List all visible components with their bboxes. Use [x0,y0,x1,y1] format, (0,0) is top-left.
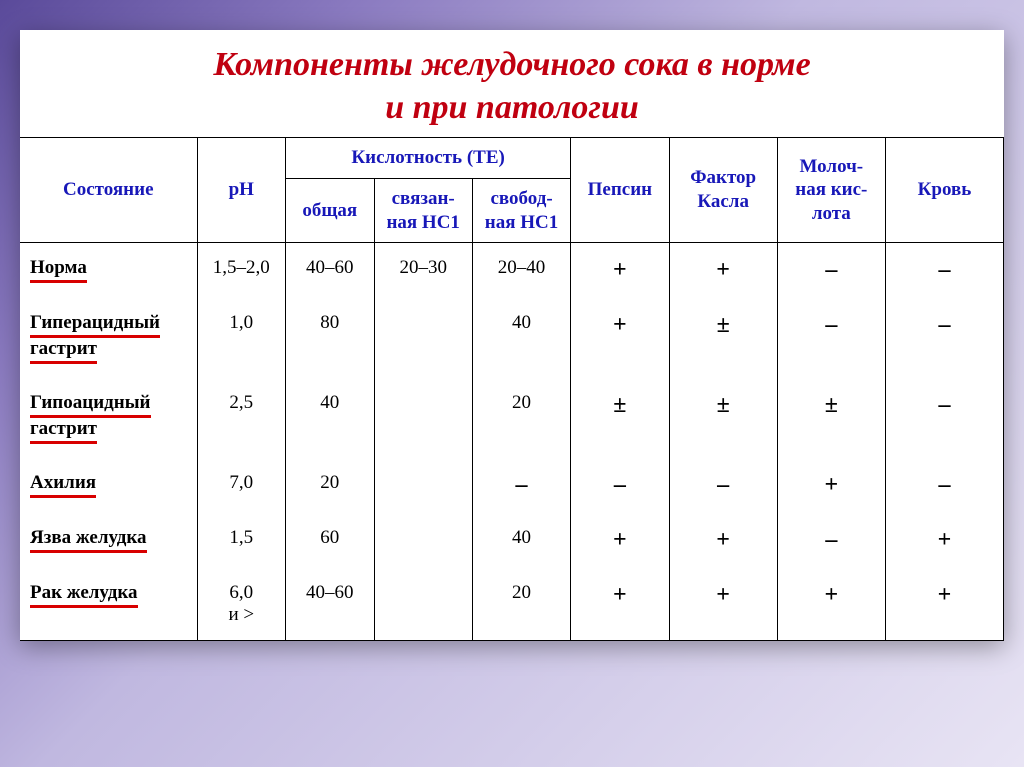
cell-bound: 20–30 [374,243,472,299]
col-state: Состояние [20,138,197,243]
cell-bound [374,298,472,378]
cell-free: 20–40 [472,243,570,299]
data-table: Состояние pH Кислотность (ТЕ) Пепсин Фак… [20,137,1004,641]
state-text: Рак желудка [30,582,138,608]
state-text: гастрит [30,418,97,444]
col-castle: ФакторКасла [669,138,777,243]
cell-castle: + [669,513,777,568]
cell-pepsin: + [571,243,669,299]
cell-blood: + [885,513,1003,568]
cell-bound [374,513,472,568]
cell-bound [374,378,472,458]
cell-pepsin: + [571,513,669,568]
table-row: Норма1,5–2,040–6020–3020–40++–– [20,243,1004,299]
col-acidity-free: свобод-ная HC1 [472,178,570,243]
state-text: Гиперацидный [30,312,160,338]
cell-castle: + [669,568,777,641]
cell-bound [374,458,472,513]
state-text: Норма [30,257,87,283]
cell-total: 40 [286,378,375,458]
cell-lactic: – [777,513,885,568]
cell-blood: – [885,298,1003,378]
table-row: Гипоацидныйгастрит2,54020±±±– [20,378,1004,458]
col-acidity: Кислотность (ТЕ) [286,138,571,179]
cell-lactic: + [777,568,885,641]
cell-lactic: – [777,243,885,299]
cell-free: 20 [472,568,570,641]
table-row: Рак желудка6,0и >40–6020++++ [20,568,1004,641]
cell-ph: 6,0и > [197,568,286,641]
cell-ph: 2,5 [197,378,286,458]
cell-blood: + [885,568,1003,641]
cell-blood: – [885,243,1003,299]
cell-blood: – [885,378,1003,458]
state-text: гастрит [30,338,97,364]
col-pepsin: Пепсин [571,138,669,243]
cell-blood: – [885,458,1003,513]
cell-lactic: + [777,458,885,513]
table-row: Язва желудка1,56040++–+ [20,513,1004,568]
cell-castle: ± [669,378,777,458]
state-text: Язва желудка [30,527,147,553]
cell-ph: 7,0 [197,458,286,513]
cell-total: 20 [286,458,375,513]
col-acidity-bound: связан-ная HC1 [374,178,472,243]
cell-total: 40–60 [286,568,375,641]
cell-state: Норма [20,243,197,299]
col-ph: pH [197,138,286,243]
slide-title: Компоненты желудочного сока в норме и пр… [20,30,1004,137]
cell-state: Язва желудка [20,513,197,568]
cell-total: 40–60 [286,243,375,299]
table-body: Норма1,5–2,040–6020–3020–40++––Гиперацид… [20,243,1004,641]
cell-ph: 1,5 [197,513,286,568]
slide-card: Компоненты желудочного сока в норме и пр… [20,30,1004,641]
cell-pepsin: + [571,298,669,378]
cell-castle: ± [669,298,777,378]
cell-state: Гипоацидныйгастрит [20,378,197,458]
title-line-2: и при патологии [385,89,639,126]
table-row: Ахилия7,020–––+– [20,458,1004,513]
cell-total: 80 [286,298,375,378]
cell-free: 20 [472,378,570,458]
cell-bound [374,568,472,641]
cell-free: 40 [472,298,570,378]
cell-castle: + [669,243,777,299]
cell-total: 60 [286,513,375,568]
table-head: Состояние pH Кислотность (ТЕ) Пепсин Фак… [20,138,1004,243]
cell-ph: 1,5–2,0 [197,243,286,299]
col-acidity-total: общая [286,178,375,243]
table-row: Гиперацидныйгастрит1,08040+±–– [20,298,1004,378]
cell-castle: – [669,458,777,513]
state-text: Гипоацидный [30,392,151,418]
cell-lactic: ± [777,378,885,458]
cell-state: Ахилия [20,458,197,513]
col-blood: Кровь [885,138,1003,243]
cell-pepsin: + [571,568,669,641]
cell-pepsin: ± [571,378,669,458]
cell-state: Рак желудка [20,568,197,641]
cell-lactic: – [777,298,885,378]
cell-ph: 1,0 [197,298,286,378]
cell-free: 40 [472,513,570,568]
state-text: Ахилия [30,472,96,498]
cell-state: Гиперацидныйгастрит [20,298,197,378]
col-lactic: Молоч-ная кис-лота [777,138,885,243]
title-line-1: Компоненты желудочного сока в норме [213,46,810,83]
cell-free: – [472,458,570,513]
cell-pepsin: – [571,458,669,513]
